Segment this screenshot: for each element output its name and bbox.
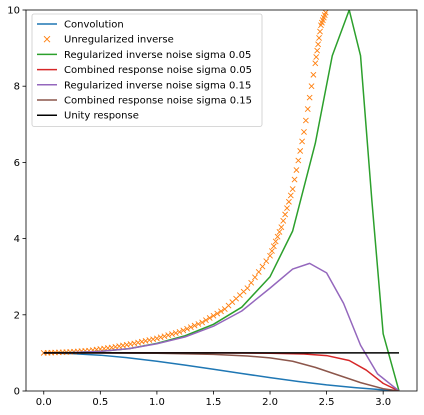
point-unregularized-inverse — [293, 167, 300, 173]
point-unregularized-inverse — [276, 229, 283, 235]
series-layer — [40, 10, 400, 391]
point-unregularized-inverse — [314, 47, 321, 54]
point-unregularized-inverse — [280, 217, 287, 224]
y-tick-label: 10 — [7, 6, 20, 17]
point-unregularized-inverse — [206, 315, 213, 321]
point-unregularized-inverse — [297, 148, 304, 154]
point-unregularized-inverse — [272, 238, 279, 245]
x-tick-label: 0.5 — [92, 397, 108, 408]
axes-layer: 0.0 0.5 1.0 1.5 2.0 2.5 3.0 0 2 4 6 8 10 — [7, 6, 391, 409]
point-unregularized-inverse — [316, 35, 322, 41]
point-unregularized-inverse — [180, 327, 187, 334]
legend-label-unity-response: Unity response — [64, 111, 139, 122]
point-unregularized-inverse — [267, 252, 273, 259]
y-tick-label: 2 — [14, 310, 20, 321]
point-unregularized-inverse — [282, 211, 289, 218]
point-unregularized-inverse — [284, 205, 290, 212]
legend-label-combined-response-noise-sigma-0-15: Combined response noise sigma 0.15 — [64, 96, 252, 107]
point-unregularized-inverse — [291, 176, 298, 183]
point-unregularized-inverse — [153, 335, 160, 342]
x-tick-label: 3.0 — [375, 397, 391, 408]
legend-label-regularized-inverse-noise-sigma-0-05: Regularized inverse noise sigma 0.05 — [64, 50, 251, 61]
point-unregularized-inverse — [302, 117, 309, 124]
point-unregularized-inverse — [313, 54, 320, 60]
point-unregularized-inverse — [191, 322, 198, 329]
point-unregularized-inverse — [199, 319, 206, 326]
point-unregularized-inverse — [289, 186, 296, 192]
point-unregularized-inverse — [274, 233, 281, 240]
y-tick-label: 0 — [14, 387, 20, 398]
point-unregularized-inverse — [259, 263, 266, 270]
point-unregularized-inverse — [218, 308, 224, 315]
point-unregularized-inverse — [214, 310, 221, 317]
point-unregularized-inverse — [210, 312, 217, 319]
legend-box — [31, 13, 263, 127]
x-tick-label: 0.0 — [36, 397, 52, 408]
legend-marker-unregularized-inverse — [43, 35, 51, 43]
y-tick-label: 6 — [14, 158, 20, 169]
point-unregularized-inverse — [176, 329, 183, 335]
point-unregularized-inverse — [263, 258, 270, 265]
series-line-convolution — [43, 352, 400, 391]
point-unregularized-inverse — [244, 285, 251, 292]
point-unregularized-inverse — [299, 138, 306, 145]
y-tick-label: 4 — [14, 234, 20, 245]
point-unregularized-inverse — [165, 332, 172, 339]
point-unregularized-inverse — [306, 94, 313, 101]
point-unregularized-inverse — [310, 71, 317, 78]
point-unregularized-inverse — [161, 333, 168, 340]
point-unregularized-inverse — [295, 157, 302, 164]
point-unregularized-inverse — [270, 243, 277, 250]
point-unregularized-inverse — [187, 324, 194, 331]
point-unregularized-inverse — [285, 198, 292, 205]
point-unregularized-inverse — [304, 106, 311, 112]
point-unregularized-inverse — [287, 192, 294, 199]
point-unregularized-inverse — [322, 10, 329, 16]
x-tick-label: 1.5 — [206, 397, 222, 408]
point-unregularized-inverse — [172, 330, 179, 336]
point-unregularized-inverse — [203, 317, 209, 324]
x-tick-label: 2.5 — [319, 397, 335, 408]
legend-label-convolution: Convolution — [64, 20, 124, 31]
y-tick-label: 8 — [14, 82, 20, 93]
series-line-regularized-inverse-noise-sigma-0-15 — [43, 262, 400, 391]
point-unregularized-inverse — [195, 321, 202, 327]
x-tick-label: 1.0 — [149, 397, 165, 408]
point-unregularized-inverse — [317, 28, 323, 35]
x-tick-label: 2.0 — [262, 397, 278, 408]
legend-label-combined-response-noise-sigma-0-05: Combined response noise sigma 0.05 — [64, 65, 252, 76]
legend-label-unregularized-inverse: Unregularized inverse — [64, 35, 174, 46]
point-unregularized-inverse — [169, 331, 175, 338]
point-unregularized-inverse — [301, 129, 307, 135]
point-unregularized-inverse — [312, 60, 319, 67]
plot-frame — [25, 9, 418, 392]
point-unregularized-inverse — [308, 83, 315, 90]
point-unregularized-inverse — [269, 248, 275, 254]
point-unregularized-inverse — [278, 224, 285, 231]
legend: Convolution Unregularized inverse Regulari… — [31, 13, 263, 127]
point-unregularized-inverse — [184, 325, 190, 332]
point-unregularized-inverse — [255, 269, 262, 275]
point-unregularized-inverse — [252, 274, 258, 281]
legend-label-regularized-inverse-noise-sigma-0-15: Regularized inverse noise sigma 0.15 — [64, 80, 251, 91]
point-unregularized-inverse — [248, 279, 255, 286]
point-unregularized-inverse — [315, 41, 322, 48]
point-unregularized-inverse — [157, 334, 164, 341]
